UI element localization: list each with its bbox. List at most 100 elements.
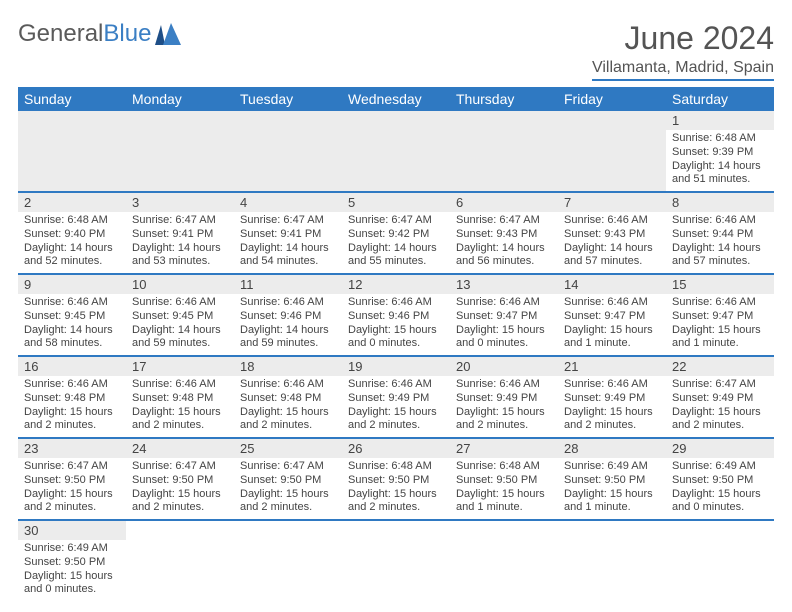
day-cell: 2Sunrise: 6:48 AMSunset: 9:40 PMDaylight… (18, 192, 126, 274)
day-content: Sunrise: 6:47 AMSunset: 9:41 PMDaylight:… (234, 212, 342, 273)
day-cell: 20Sunrise: 6:46 AMSunset: 9:49 PMDayligh… (450, 356, 558, 438)
day-number: 3 (126, 193, 234, 212)
day-content: Sunrise: 6:46 AMSunset: 9:44 PMDaylight:… (666, 212, 774, 273)
day-cell: 26Sunrise: 6:48 AMSunset: 9:50 PMDayligh… (342, 438, 450, 520)
day-content: Sunrise: 6:46 AMSunset: 9:48 PMDaylight:… (18, 376, 126, 437)
day-content: Sunrise: 6:47 AMSunset: 9:49 PMDaylight:… (666, 376, 774, 437)
empty-cell (126, 111, 234, 192)
day-number: 21 (558, 357, 666, 376)
day-number: 24 (126, 439, 234, 458)
day-number: 4 (234, 193, 342, 212)
day-header: Wednesday (342, 87, 450, 111)
day-cell: 30Sunrise: 6:49 AMSunset: 9:50 PMDayligh… (18, 520, 126, 601)
day-number: 7 (558, 193, 666, 212)
day-cell: 16Sunrise: 6:46 AMSunset: 9:48 PMDayligh… (18, 356, 126, 438)
day-header: Thursday (450, 87, 558, 111)
day-content: Sunrise: 6:46 AMSunset: 9:47 PMDaylight:… (450, 294, 558, 355)
empty-cell (558, 111, 666, 192)
day-number: 16 (18, 357, 126, 376)
day-content: Sunrise: 6:46 AMSunset: 9:49 PMDaylight:… (558, 376, 666, 437)
day-number: 6 (450, 193, 558, 212)
day-cell: 22Sunrise: 6:47 AMSunset: 9:49 PMDayligh… (666, 356, 774, 438)
day-number: 17 (126, 357, 234, 376)
day-header: Sunday (18, 87, 126, 111)
day-number: 1 (666, 111, 774, 130)
day-content: Sunrise: 6:46 AMSunset: 9:48 PMDaylight:… (234, 376, 342, 437)
day-content: Sunrise: 6:47 AMSunset: 9:50 PMDaylight:… (126, 458, 234, 519)
logo-text-blue: Blue (103, 20, 151, 47)
day-content: Sunrise: 6:46 AMSunset: 9:47 PMDaylight:… (558, 294, 666, 355)
logo-text-general: General (18, 20, 103, 47)
day-cell: 1Sunrise: 6:48 AMSunset: 9:39 PMDaylight… (666, 111, 774, 192)
day-cell: 6Sunrise: 6:47 AMSunset: 9:43 PMDaylight… (450, 192, 558, 274)
empty-cell (342, 111, 450, 192)
day-number: 23 (18, 439, 126, 458)
day-content: Sunrise: 6:48 AMSunset: 9:50 PMDaylight:… (342, 458, 450, 519)
day-cell: 18Sunrise: 6:46 AMSunset: 9:48 PMDayligh… (234, 356, 342, 438)
empty-cell (450, 520, 558, 601)
empty-cell (126, 520, 234, 601)
day-number: 11 (234, 275, 342, 294)
calendar-row: 2Sunrise: 6:48 AMSunset: 9:40 PMDaylight… (18, 192, 774, 274)
header: GeneralBlue June 2024 Villamanta, Madrid… (18, 20, 774, 81)
day-number: 30 (18, 521, 126, 540)
calendar-row: 1Sunrise: 6:48 AMSunset: 9:39 PMDaylight… (18, 111, 774, 192)
day-number: 14 (558, 275, 666, 294)
day-number: 8 (666, 193, 774, 212)
day-cell: 7Sunrise: 6:46 AMSunset: 9:43 PMDaylight… (558, 192, 666, 274)
day-cell: 24Sunrise: 6:47 AMSunset: 9:50 PMDayligh… (126, 438, 234, 520)
location: Villamanta, Madrid, Spain (592, 59, 774, 81)
day-content: Sunrise: 6:46 AMSunset: 9:43 PMDaylight:… (558, 212, 666, 273)
day-content: Sunrise: 6:49 AMSunset: 9:50 PMDaylight:… (18, 540, 126, 601)
day-header: Saturday (666, 87, 774, 111)
day-cell: 14Sunrise: 6:46 AMSunset: 9:47 PMDayligh… (558, 274, 666, 356)
day-number: 18 (234, 357, 342, 376)
day-content: Sunrise: 6:47 AMSunset: 9:50 PMDaylight:… (234, 458, 342, 519)
day-content: Sunrise: 6:46 AMSunset: 9:46 PMDaylight:… (342, 294, 450, 355)
day-number: 12 (342, 275, 450, 294)
day-content: Sunrise: 6:48 AMSunset: 9:40 PMDaylight:… (18, 212, 126, 273)
day-number: 2 (18, 193, 126, 212)
day-cell: 11Sunrise: 6:46 AMSunset: 9:46 PMDayligh… (234, 274, 342, 356)
day-cell: 12Sunrise: 6:46 AMSunset: 9:46 PMDayligh… (342, 274, 450, 356)
day-cell: 17Sunrise: 6:46 AMSunset: 9:48 PMDayligh… (126, 356, 234, 438)
day-cell: 28Sunrise: 6:49 AMSunset: 9:50 PMDayligh… (558, 438, 666, 520)
day-cell: 27Sunrise: 6:48 AMSunset: 9:50 PMDayligh… (450, 438, 558, 520)
day-content: Sunrise: 6:47 AMSunset: 9:41 PMDaylight:… (126, 212, 234, 273)
day-content: Sunrise: 6:46 AMSunset: 9:49 PMDaylight:… (450, 376, 558, 437)
day-content: Sunrise: 6:47 AMSunset: 9:43 PMDaylight:… (450, 212, 558, 273)
logo: GeneralBlue (18, 20, 181, 48)
day-content: Sunrise: 6:46 AMSunset: 9:48 PMDaylight:… (126, 376, 234, 437)
day-content: Sunrise: 6:49 AMSunset: 9:50 PMDaylight:… (666, 458, 774, 519)
day-cell: 25Sunrise: 6:47 AMSunset: 9:50 PMDayligh… (234, 438, 342, 520)
day-cell: 13Sunrise: 6:46 AMSunset: 9:47 PMDayligh… (450, 274, 558, 356)
empty-cell (18, 111, 126, 192)
title-block: June 2024 Villamanta, Madrid, Spain (592, 20, 774, 81)
flag-icon (155, 23, 181, 45)
calendar-header-row: SundayMondayTuesdayWednesdayThursdayFrid… (18, 87, 774, 111)
day-number: 28 (558, 439, 666, 458)
day-cell: 29Sunrise: 6:49 AMSunset: 9:50 PMDayligh… (666, 438, 774, 520)
day-number: 19 (342, 357, 450, 376)
day-cell: 5Sunrise: 6:47 AMSunset: 9:42 PMDaylight… (342, 192, 450, 274)
calendar-row: 30Sunrise: 6:49 AMSunset: 9:50 PMDayligh… (18, 520, 774, 601)
day-header: Monday (126, 87, 234, 111)
calendar-row: 9Sunrise: 6:46 AMSunset: 9:45 PMDaylight… (18, 274, 774, 356)
calendar-row: 23Sunrise: 6:47 AMSunset: 9:50 PMDayligh… (18, 438, 774, 520)
empty-cell (558, 520, 666, 601)
day-cell: 9Sunrise: 6:46 AMSunset: 9:45 PMDaylight… (18, 274, 126, 356)
day-number: 27 (450, 439, 558, 458)
day-content: Sunrise: 6:47 AMSunset: 9:42 PMDaylight:… (342, 212, 450, 273)
day-cell: 8Sunrise: 6:46 AMSunset: 9:44 PMDaylight… (666, 192, 774, 274)
day-content: Sunrise: 6:46 AMSunset: 9:47 PMDaylight:… (666, 294, 774, 355)
day-content: Sunrise: 6:46 AMSunset: 9:45 PMDaylight:… (126, 294, 234, 355)
day-cell: 23Sunrise: 6:47 AMSunset: 9:50 PMDayligh… (18, 438, 126, 520)
day-number: 26 (342, 439, 450, 458)
day-content: Sunrise: 6:46 AMSunset: 9:46 PMDaylight:… (234, 294, 342, 355)
day-cell: 4Sunrise: 6:47 AMSunset: 9:41 PMDaylight… (234, 192, 342, 274)
empty-cell (666, 520, 774, 601)
empty-cell (342, 520, 450, 601)
calendar-body: 1Sunrise: 6:48 AMSunset: 9:39 PMDaylight… (18, 111, 774, 601)
month-title: June 2024 (592, 20, 774, 57)
day-number: 10 (126, 275, 234, 294)
